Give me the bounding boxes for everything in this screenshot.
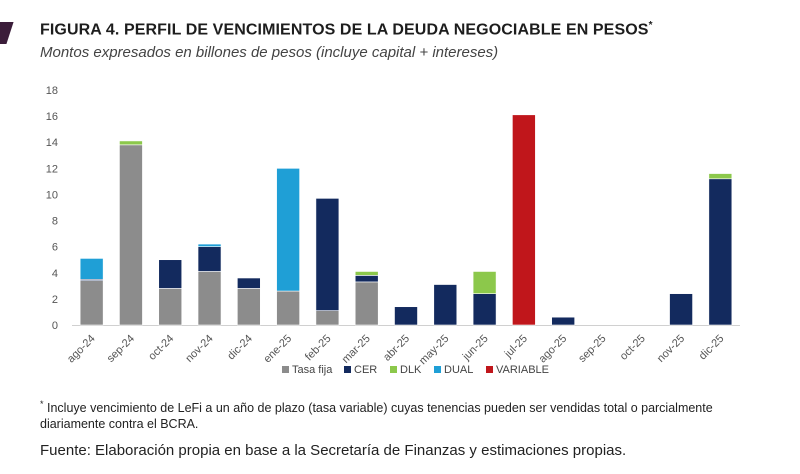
bar-segment	[79, 258, 104, 280]
bar-segment	[708, 178, 733, 326]
x-tick-label: sep-24	[105, 333, 137, 365]
x-tick-label: dic-25	[697, 333, 727, 363]
y-tick-label: 12	[46, 163, 58, 175]
y-tick-label: 18	[46, 85, 58, 97]
bar-segment	[276, 290, 300, 326]
bar-segment	[551, 316, 575, 326]
legend-label: DUAL	[444, 364, 473, 376]
y-tick-label: 8	[52, 216, 58, 228]
x-tick-label: sep-25	[576, 333, 608, 365]
bar-segment	[158, 259, 183, 289]
x-tick-label: ago-24	[65, 333, 98, 366]
y-tick-label: 10	[46, 189, 58, 201]
bar-segment	[119, 140, 143, 146]
legend-label: Tasa fija	[292, 364, 333, 376]
figure-title: FIGURA 4. PERFIL DE VENCIMIENTOS DE LA D…	[40, 20, 653, 39]
bar-segment	[197, 271, 222, 326]
legend-swatch	[282, 366, 289, 373]
x-tick-label: ene-25	[262, 333, 295, 366]
y-tick-label: 14	[46, 137, 58, 149]
y-tick-label: 2	[52, 294, 58, 306]
bar-segment	[237, 277, 261, 289]
legend-swatch	[344, 366, 351, 373]
figure-subtitle: Montos expresados en billones de pesos (…	[40, 44, 499, 61]
bar-segment	[315, 198, 340, 311]
bar-segment	[197, 246, 222, 272]
legend-swatch	[390, 366, 397, 373]
bar-segment	[354, 271, 379, 276]
source-note: Fuente: Elaboración propia en base a la …	[40, 442, 627, 459]
bar-segment	[669, 293, 693, 326]
bar-segment	[708, 173, 733, 180]
bar-segment	[472, 271, 497, 294]
x-tick-label: jul-25	[502, 333, 530, 361]
x-tick-label: dic-24	[225, 333, 255, 363]
x-tick-label: feb-25	[303, 333, 334, 364]
x-tick-label: oct-25	[618, 333, 648, 363]
bar-segment	[237, 288, 261, 326]
bar-segment	[433, 284, 458, 326]
x-tick-label: nov-25	[655, 333, 687, 365]
x-tick-label: mar-25	[340, 333, 373, 366]
figure-title-text: FIGURA 4. PERFIL DE VENCIMIENTOS DE LA D…	[40, 21, 649, 39]
x-tick-label: jun-25	[460, 333, 491, 364]
legend-swatch	[434, 366, 441, 373]
footnote-text: Incluye vencimiento de LeFi a un año de …	[40, 401, 713, 432]
x-tick-label: may-25	[417, 333, 451, 367]
bar-segment	[354, 275, 379, 283]
bar-segment	[394, 306, 418, 326]
footnote-marker: *	[40, 399, 44, 409]
y-tick-label: 6	[52, 242, 58, 254]
figure-title-marker: *	[648, 20, 653, 31]
legend-swatch	[486, 366, 493, 373]
bar-segment	[512, 114, 536, 326]
x-tick-label: ago-25	[537, 333, 570, 366]
legend-label: CER	[354, 364, 377, 376]
bar-segment	[119, 144, 143, 326]
bar-segment	[354, 281, 379, 326]
footnote: * Incluye vencimiento de LeFi a un año d…	[40, 396, 770, 432]
legend-label: DLK	[400, 364, 422, 376]
bar-segment	[79, 280, 104, 326]
bar-segment	[276, 168, 300, 292]
legend-label: VARIABLE	[496, 364, 549, 376]
bar-segment	[315, 310, 340, 326]
y-tick-label: 16	[46, 111, 58, 123]
y-tick-label: 4	[52, 268, 58, 280]
x-tick-label: nov-24	[183, 333, 215, 365]
bar-segment	[158, 288, 183, 326]
y-tick-label: 0	[52, 320, 58, 332]
x-tick-label: abr-25	[381, 333, 412, 364]
x-tick-label: oct-24	[146, 333, 176, 363]
bar-segment	[197, 243, 222, 247]
bar-segment	[472, 293, 497, 326]
